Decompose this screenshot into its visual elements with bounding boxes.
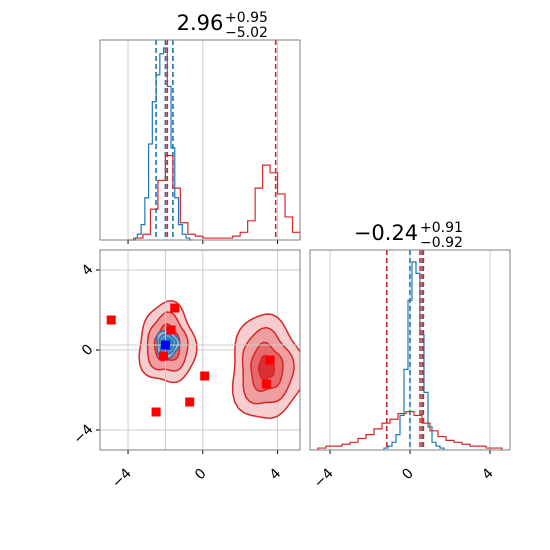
- histogram-param1-panel: [99, 39, 301, 244]
- contour-2d-panel: −4 0 4 −4 0 4: [71, 249, 301, 491]
- c2d-xtick-label-2: 4: [267, 465, 285, 483]
- hist1-hist-blue: [133, 47, 194, 241]
- histogram-param2-panel: −4 0 4: [309, 249, 511, 491]
- hist2-xtick-label-0: −4: [311, 465, 337, 491]
- marker-red-7: [265, 355, 275, 365]
- hist2-xtick-label-1: 0: [399, 466, 417, 484]
- marker-red-2: [166, 325, 176, 335]
- marker-red-3: [159, 351, 169, 361]
- marker-red-8: [261, 379, 271, 389]
- param2-title-sub: −0.92: [420, 235, 463, 251]
- marker-red-1: [170, 303, 180, 313]
- marker-red-5: [185, 397, 195, 407]
- marker-blue-9: [160, 340, 170, 350]
- hist1-hist-red: [128, 154, 301, 241]
- c2d-ytick-label-2: 4: [79, 261, 97, 279]
- param1-title: 2.96: [177, 11, 224, 35]
- hist2-hist-blue: [383, 261, 445, 450]
- param2-title: −0.24: [354, 221, 418, 245]
- marker-red-0: [106, 315, 116, 325]
- param1-title-sub: −5.02: [225, 25, 268, 41]
- c2d-xtick-label-0: −4: [109, 465, 135, 491]
- marker-red-6: [151, 407, 161, 417]
- contour-2d-frame: [99, 249, 301, 451]
- contour-2d-plot-area: [100, 250, 300, 450]
- c2d-ytick-label-1: 0: [79, 342, 97, 360]
- hist1-frame: [99, 39, 301, 241]
- c2d-ytick-label-0: −4: [71, 421, 97, 447]
- param1-title-sup: +0.95: [225, 10, 268, 26]
- marker-red-4: [200, 371, 210, 381]
- c2d-xtick-label-1: 0: [192, 466, 210, 484]
- hist2-hist-red: [317, 411, 503, 450]
- hist2-xtick-label-2: 4: [479, 465, 497, 483]
- param2-title-sup: +0.91: [420, 220, 463, 236]
- hist2-frame: [309, 249, 511, 451]
